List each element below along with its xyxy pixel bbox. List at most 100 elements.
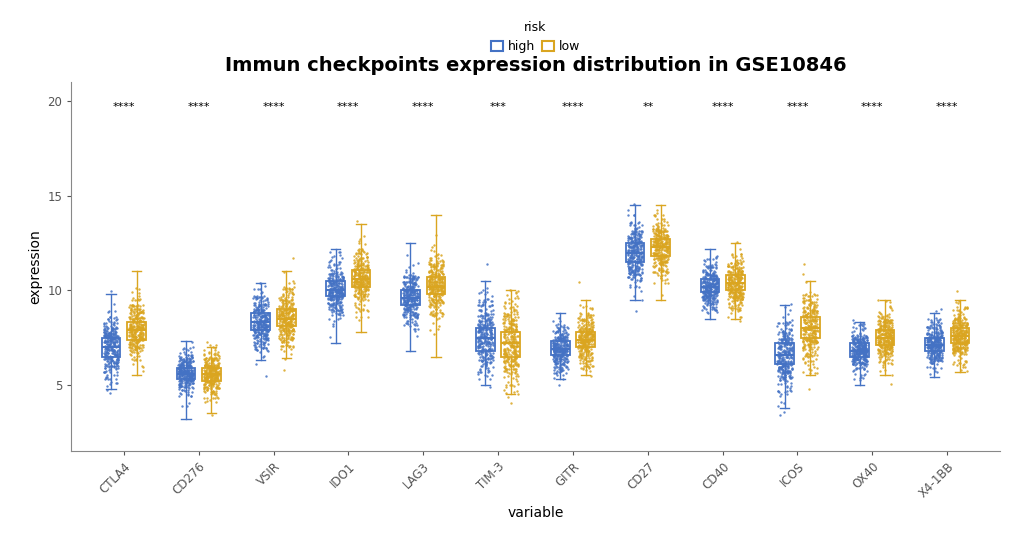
Point (734, 279, 750, 288)
Point (334, 288, 351, 296)
Point (774, 342, 791, 350)
Point (648, 245, 664, 254)
Point (482, 323, 498, 332)
Point (797, 310, 813, 319)
Point (280, 308, 297, 317)
Point (573, 334, 589, 343)
Point (932, 332, 949, 341)
Point (795, 329, 811, 338)
Point (956, 312, 972, 321)
Point (130, 344, 147, 353)
Point (648, 226, 664, 234)
Point (650, 251, 666, 260)
Point (702, 288, 718, 296)
Point (774, 362, 791, 371)
Point (634, 248, 650, 257)
Point (408, 274, 424, 283)
Point (958, 318, 974, 327)
Point (701, 283, 717, 292)
Point (694, 267, 710, 276)
Point (947, 315, 963, 323)
Point (580, 320, 596, 328)
Point (495, 346, 512, 355)
Point (125, 327, 142, 336)
Point (427, 300, 443, 309)
Point (719, 281, 736, 290)
Point (725, 262, 741, 271)
Point (855, 337, 871, 345)
Point (425, 285, 441, 294)
Point (352, 274, 368, 283)
Point (131, 304, 148, 313)
Point (877, 343, 894, 351)
Point (500, 338, 517, 346)
Point (107, 327, 123, 336)
Point (578, 331, 594, 340)
Point (207, 397, 223, 406)
Point (274, 309, 290, 318)
Point (360, 262, 376, 271)
Point (196, 383, 212, 392)
Point (431, 284, 447, 293)
Point (324, 292, 340, 300)
Point (704, 293, 720, 302)
Point (803, 307, 819, 316)
Point (278, 314, 294, 323)
Point (950, 329, 966, 338)
Point (844, 367, 860, 376)
Point (98, 350, 114, 359)
Point (849, 343, 865, 351)
Point (401, 273, 418, 282)
Point (203, 379, 219, 388)
Point (696, 287, 712, 296)
Point (551, 331, 568, 339)
Point (483, 326, 499, 334)
Point (247, 321, 263, 330)
Point (654, 233, 671, 242)
Point (731, 288, 747, 296)
Point (124, 331, 141, 339)
Point (879, 342, 896, 350)
Point (657, 238, 674, 247)
Point (783, 350, 799, 359)
Point (948, 361, 964, 370)
Point (571, 325, 587, 334)
Point (925, 354, 942, 363)
Point (348, 277, 365, 285)
Point (211, 351, 227, 360)
Point (475, 337, 491, 346)
Point (108, 358, 124, 367)
Point (624, 266, 640, 274)
Point (582, 329, 598, 338)
Point (259, 299, 275, 308)
Point (474, 312, 490, 321)
Point (176, 366, 193, 375)
Point (731, 287, 747, 296)
Point (797, 333, 813, 342)
Point (283, 332, 300, 341)
Point (422, 256, 438, 265)
Point (797, 310, 813, 319)
Point (255, 311, 271, 320)
Point (945, 348, 961, 356)
Point (199, 359, 215, 368)
Point (557, 368, 574, 377)
Point (546, 364, 562, 373)
Point (647, 235, 663, 244)
Point (197, 379, 213, 388)
Point (357, 265, 373, 273)
Point (625, 256, 641, 265)
Point (849, 352, 865, 361)
Point (252, 295, 268, 304)
Point (546, 358, 562, 366)
Point (403, 270, 419, 279)
Point (427, 280, 443, 289)
Point (945, 346, 961, 355)
Point (256, 318, 272, 327)
Point (549, 333, 566, 342)
Point (183, 354, 200, 362)
Point (481, 321, 497, 329)
Point (551, 344, 568, 353)
Point (554, 333, 571, 342)
Point (795, 332, 811, 341)
